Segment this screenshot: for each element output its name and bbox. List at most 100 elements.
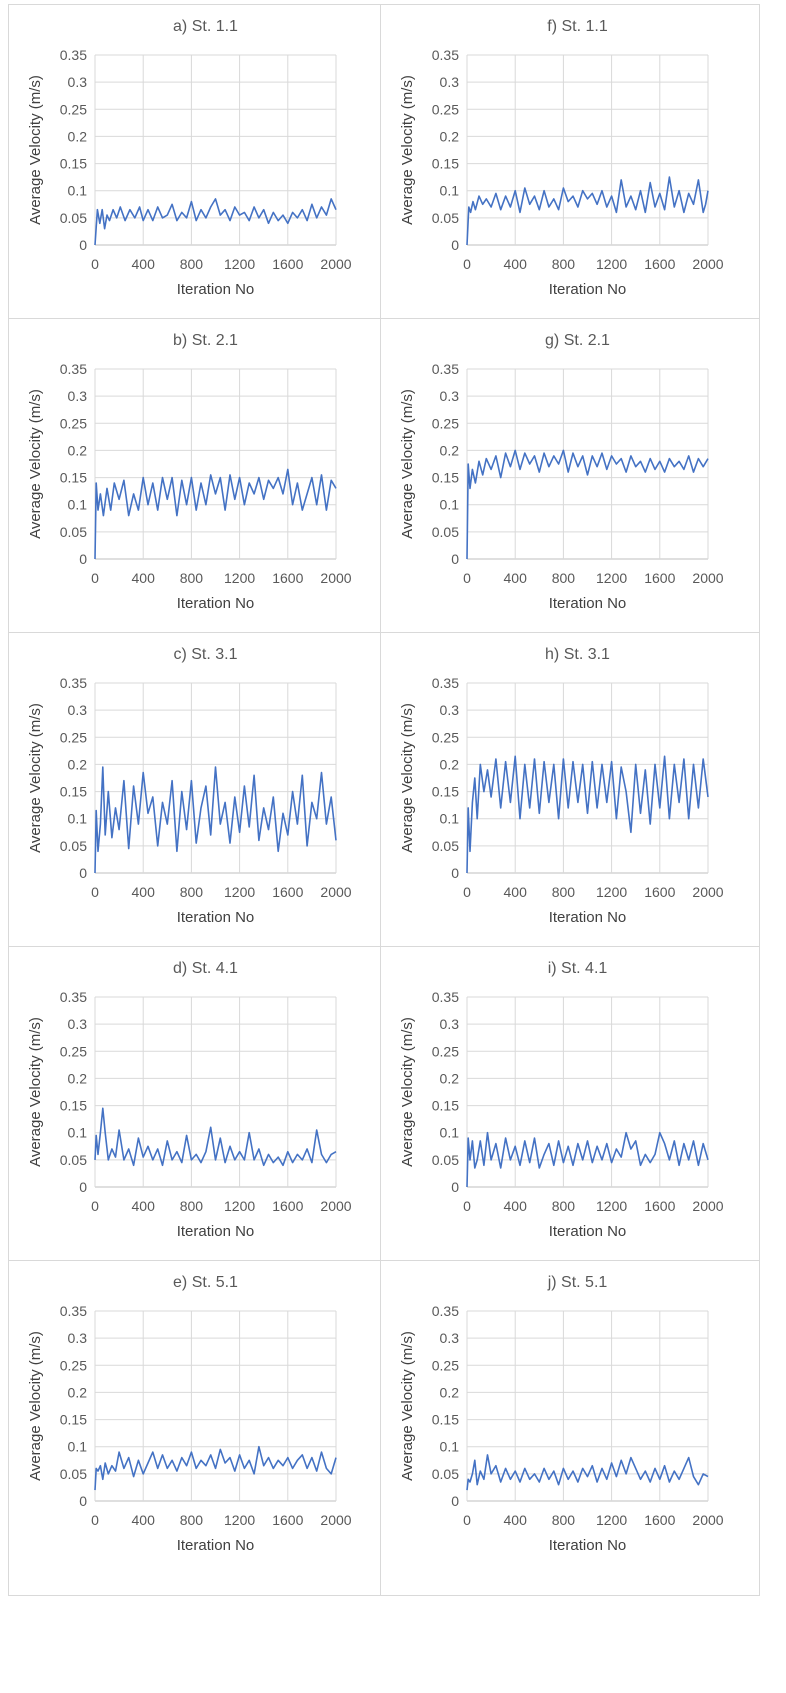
x-tick-label: 0 <box>463 884 471 900</box>
chart-svg-d: d) St. 4.1 0 0.05 0.1 0.15 0.2 0.25 0.3 0.35 0 400… <box>27 960 352 1240</box>
chart-title: h) St. 3.1 <box>545 646 610 663</box>
y-tick-label: 0.15 <box>60 470 87 486</box>
x-tick-label: 800 <box>180 256 204 272</box>
y-tick-label: 0.25 <box>432 1357 459 1373</box>
x-tick-label: 1200 <box>596 570 627 586</box>
y-tick-label: 0.25 <box>60 1357 87 1373</box>
chart-panel-j: j) St. 5.1 0 0.05 0.1 0.15 0.2 0.25 0.3 0.35 0 400… <box>380 1260 760 1596</box>
x-tick-label: 1200 <box>596 1512 627 1528</box>
y-tick-label: 0.3 <box>440 74 460 90</box>
x-tick-label: 400 <box>132 570 156 586</box>
x-tick-label: 1600 <box>644 884 675 900</box>
chart-panel-c: c) St. 3.1 0 0.05 0.1 0.15 0.2 0.25 0.3 0.35 0 400… <box>8 632 388 968</box>
y-tick-label: 0 <box>79 865 87 881</box>
x-axis-label: Iteration No <box>549 281 627 298</box>
y-tick-label: 0.3 <box>68 702 88 718</box>
y-tick-label: 0.2 <box>68 756 88 772</box>
x-tick-label: 1600 <box>272 884 303 900</box>
y-tick-label: 0 <box>79 237 87 253</box>
x-tick-label: 1600 <box>644 570 675 586</box>
series-line <box>466 755 709 874</box>
x-tick-label: 1200 <box>224 256 255 272</box>
y-tick-label: 0 <box>451 865 459 881</box>
x-tick-label: 0 <box>91 256 99 272</box>
x-axis-label: Iteration No <box>177 1223 255 1240</box>
x-tick-label: 1200 <box>224 1198 255 1214</box>
series-line <box>94 1445 337 1491</box>
y-axis-label: Average Velocity (m/s) <box>399 1331 416 1481</box>
x-tick-label: 400 <box>504 884 528 900</box>
x-tick-label: 400 <box>504 256 528 272</box>
x-tick-label: 1200 <box>596 256 627 272</box>
chart-svg-a: a) St. 1.1 0 0.05 0.1 0.15 0.2 0.25 0.3 0.35 0 400… <box>27 18 352 298</box>
y-tick-label: 0.1 <box>440 1125 460 1141</box>
x-tick-label: 1600 <box>644 1512 675 1528</box>
y-tick-label: 0.35 <box>432 675 459 691</box>
y-axis-label: Average Velocity (m/s) <box>399 75 416 225</box>
x-tick-label: 1600 <box>272 256 303 272</box>
x-axis-label: Iteration No <box>177 281 255 298</box>
y-tick-label: 0.1 <box>440 183 460 199</box>
x-tick-label: 800 <box>180 884 204 900</box>
chart-title: e) St. 5.1 <box>173 1274 238 1291</box>
y-tick-label: 0.05 <box>432 1466 459 1482</box>
y-tick-label: 0.2 <box>440 1384 460 1400</box>
y-tick-label: 0.05 <box>432 838 459 854</box>
x-axis-label: Iteration No <box>177 1537 255 1554</box>
chart-title: d) St. 4.1 <box>173 960 238 977</box>
y-tick-label: 0.05 <box>60 1152 87 1168</box>
chart-title: j) St. 5.1 <box>547 1274 608 1291</box>
y-tick-label: 0.1 <box>440 497 460 513</box>
chart-title: b) St. 2.1 <box>173 332 238 349</box>
x-tick-label: 0 <box>463 256 471 272</box>
y-tick-label: 0.35 <box>60 47 87 63</box>
x-tick-label: 800 <box>552 1512 576 1528</box>
y-tick-label: 0.15 <box>60 784 87 800</box>
x-tick-label: 800 <box>552 256 576 272</box>
y-tick-label: 0.3 <box>440 702 460 718</box>
x-axis-label: Iteration No <box>177 909 255 926</box>
x-tick-label: 2000 <box>692 1198 723 1214</box>
x-tick-label: 800 <box>180 1512 204 1528</box>
x-tick-label: 1600 <box>644 1198 675 1214</box>
y-tick-label: 0.05 <box>432 1152 459 1168</box>
x-axis-label: Iteration No <box>549 1537 627 1554</box>
y-tick-label: 0.1 <box>440 811 460 827</box>
chart-svg-i: i) St. 4.1 0 0.05 0.1 0.15 0.2 0.25 0.3 0.35 0 400… <box>399 960 724 1240</box>
x-tick-label: 1200 <box>596 1198 627 1214</box>
y-tick-label: 0.15 <box>432 470 459 486</box>
y-tick-label: 0.3 <box>68 1330 88 1346</box>
chart-panel-f: f) St. 1.1 0 0.05 0.1 0.15 0.2 0.25 0.3 0.35 0 400… <box>380 4 760 340</box>
chart-title: f) St. 1.1 <box>547 18 608 35</box>
y-tick-label: 0.3 <box>68 388 88 404</box>
x-tick-label: 400 <box>132 1512 156 1528</box>
x-tick-label: 1200 <box>224 1512 255 1528</box>
y-tick-label: 0.2 <box>440 1070 460 1086</box>
y-tick-label: 0.2 <box>440 128 460 144</box>
x-tick-label: 1600 <box>272 570 303 586</box>
chart-panel-a: a) St. 1.1 0 0.05 0.1 0.15 0.2 0.25 0.3 0.35 0 400… <box>8 4 388 340</box>
y-tick-label: 0.05 <box>60 1466 87 1482</box>
x-tick-label: 0 <box>463 570 471 586</box>
chart-title: i) St. 4.1 <box>548 960 608 977</box>
y-tick-label: 0.25 <box>60 1043 87 1059</box>
x-tick-label: 2000 <box>320 570 351 586</box>
x-tick-label: 1200 <box>224 884 255 900</box>
series-line <box>466 1131 709 1188</box>
x-tick-label: 1600 <box>644 256 675 272</box>
x-tick-label: 2000 <box>692 1512 723 1528</box>
x-tick-label: 800 <box>552 1198 576 1214</box>
y-tick-label: 0.15 <box>60 156 87 172</box>
chart-panel-g: g) St. 2.1 0 0.05 0.1 0.15 0.2 0.25 0.3 0.35 0 400… <box>380 318 760 654</box>
chart-title: a) St. 1.1 <box>173 18 238 35</box>
x-tick-label: 400 <box>504 570 528 586</box>
y-tick-label: 0.1 <box>68 1439 88 1455</box>
series-line <box>94 1107 337 1167</box>
y-tick-label: 0.2 <box>68 442 88 458</box>
x-tick-label: 400 <box>504 1512 528 1528</box>
y-tick-label: 0.1 <box>68 1125 88 1141</box>
y-tick-label: 0.2 <box>440 442 460 458</box>
chart-svg-e: e) St. 5.1 0 0.05 0.1 0.15 0.2 0.25 0.3 0.35 0 400… <box>27 1274 352 1554</box>
x-tick-label: 0 <box>463 1512 471 1528</box>
y-tick-label: 0.35 <box>432 989 459 1005</box>
